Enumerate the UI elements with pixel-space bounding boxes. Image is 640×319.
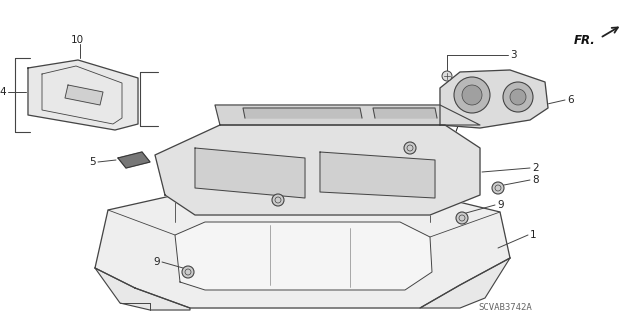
Polygon shape [195,148,305,198]
Text: 7: 7 [239,193,246,203]
Circle shape [442,71,452,81]
Text: 8: 8 [532,175,539,185]
Polygon shape [420,258,510,308]
Circle shape [456,212,468,224]
Circle shape [510,89,526,105]
Polygon shape [175,222,432,290]
Circle shape [492,182,504,194]
Text: 6: 6 [567,95,573,105]
Circle shape [462,85,482,105]
Polygon shape [215,105,480,125]
Text: 9: 9 [154,257,160,267]
Polygon shape [65,85,103,105]
Polygon shape [440,70,548,128]
Polygon shape [320,152,435,198]
Polygon shape [243,108,362,118]
Text: 2: 2 [532,163,539,173]
Polygon shape [95,195,510,308]
Polygon shape [155,125,480,215]
Text: SCVAB3742A: SCVAB3742A [478,303,532,313]
Text: 5: 5 [90,157,96,167]
Text: 3: 3 [510,50,516,60]
Polygon shape [373,108,437,118]
Polygon shape [118,152,150,168]
Text: FR.: FR. [574,33,596,47]
Circle shape [404,142,416,154]
Text: 7: 7 [452,125,459,135]
Circle shape [503,82,533,112]
Circle shape [272,194,284,206]
Text: 10: 10 [70,35,84,45]
Circle shape [182,266,194,278]
Polygon shape [95,268,190,310]
Text: 9: 9 [497,200,504,210]
Text: 1: 1 [530,230,536,240]
Circle shape [454,77,490,113]
Polygon shape [28,60,138,130]
Text: 4: 4 [0,87,6,97]
